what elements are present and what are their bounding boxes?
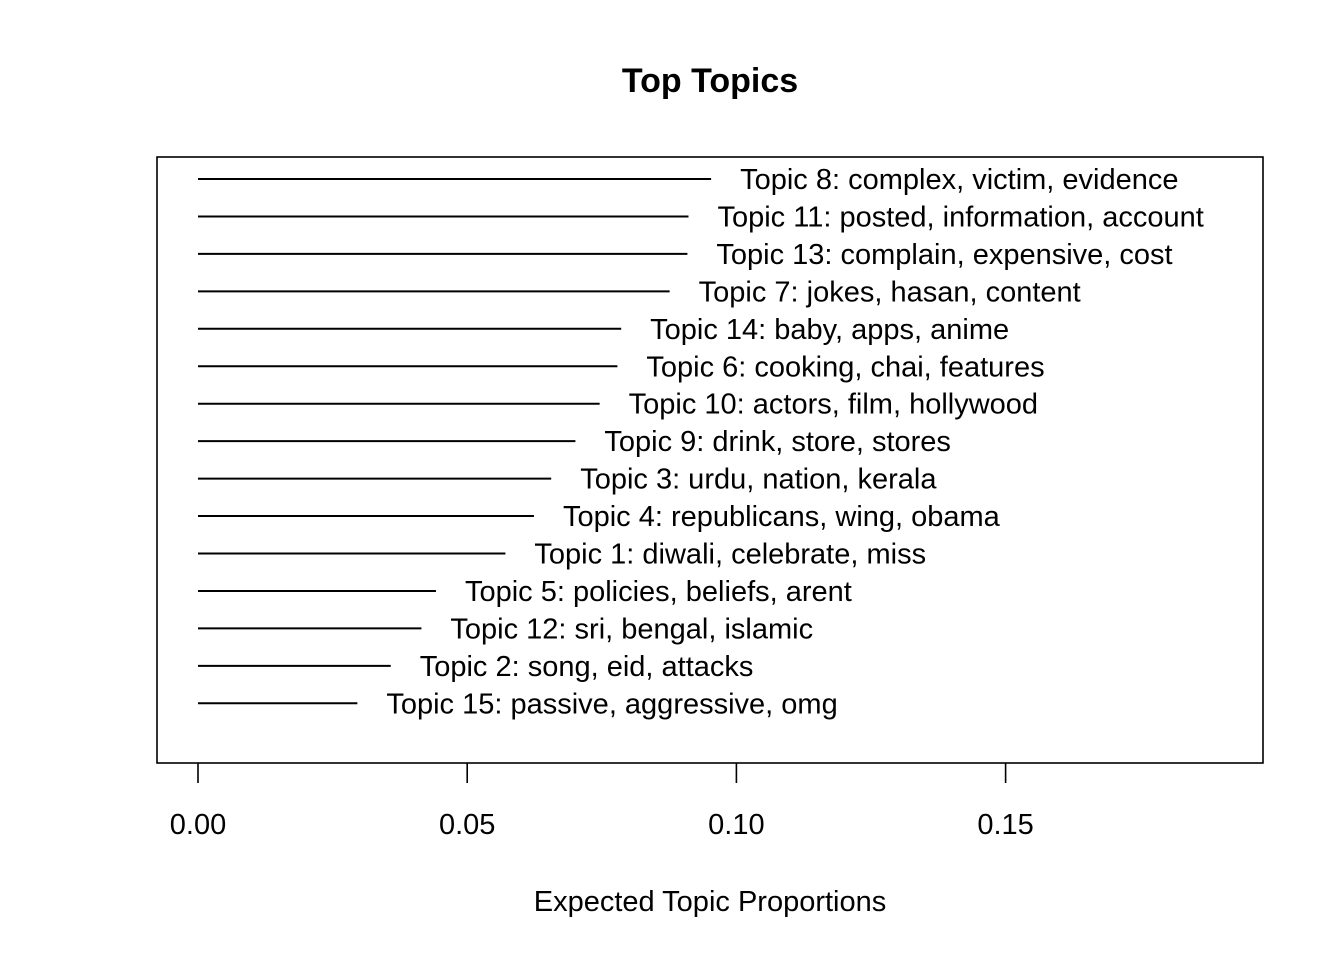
bar-label: Topic 7: jokes, hasan, content — [699, 276, 1081, 308]
plot-frame — [156, 156, 1264, 764]
x-tick-label: 0.10 — [708, 809, 764, 841]
x-tick-label: 0.15 — [977, 809, 1033, 841]
bar-label: Topic 2: song, eid, attacks — [420, 651, 754, 683]
bar-label: Topic 11: posted, information, account — [717, 201, 1203, 233]
bar-label: Topic 9: drink, store, stores — [604, 426, 951, 458]
bar-label: Topic 3: urdu, nation, kerala — [580, 464, 937, 496]
bar-label: Topic 6: cooking, chai, features — [646, 351, 1044, 383]
bar-label: Topic 10: actors, film, hollywood — [629, 389, 1038, 421]
bar-label: Topic 12: sri, bengal, islamic — [450, 613, 813, 645]
bar-label: Topic 1: diwali, celebrate, miss — [534, 539, 926, 571]
bar-label: Topic 4: republicans, wing, obama — [563, 501, 1001, 533]
bar-label: Topic 15: passive, aggressive, omg — [386, 688, 837, 720]
bar-label: Topic 14: baby, apps, anime — [650, 314, 1009, 346]
x-tick-label: 0.05 — [439, 809, 495, 841]
x-axis-title: Expected Topic Proportions — [534, 886, 887, 918]
bar-label: Topic 8: complex, victim, evidence — [740, 164, 1178, 196]
bar-label: Topic 5: policies, beliefs, arent — [465, 576, 852, 608]
bar-group: Topic 8: complex, victim, evidence Topic … — [198, 164, 1204, 720]
x-axis: 0.00 0.05 0.10 0.15 — [170, 763, 1034, 841]
x-tick-label: 0.00 — [170, 809, 226, 841]
chart-title: Top Topics — [622, 62, 798, 100]
bar-label: Topic 13: complain, expensive, cost — [716, 239, 1172, 271]
